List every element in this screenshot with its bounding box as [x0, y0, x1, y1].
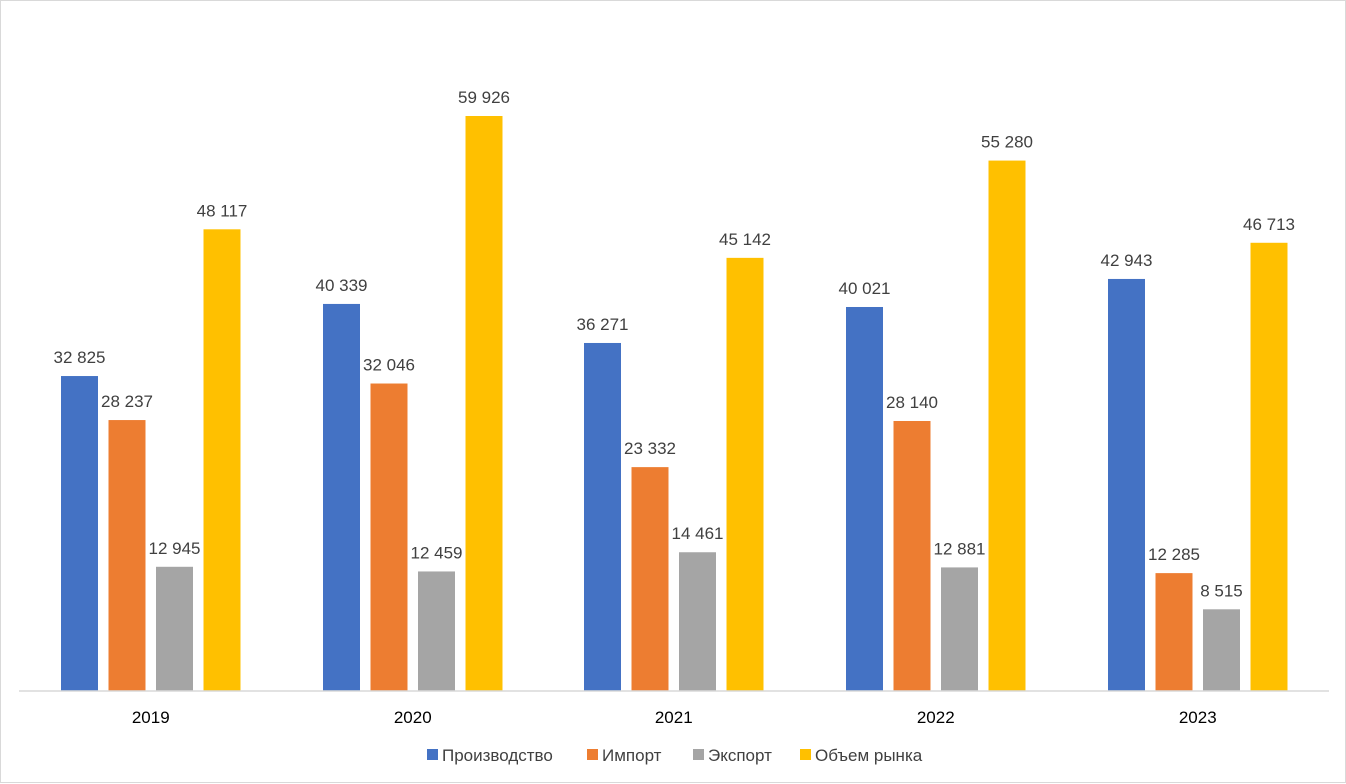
- data-label: 55 280: [981, 133, 1033, 152]
- data-label: 32 825: [54, 348, 106, 367]
- legend-label: Экспорт: [708, 746, 772, 765]
- bar-2022-1: [846, 306, 883, 691]
- bar-2021-4: [726, 257, 764, 691]
- legend-item: Экспорт: [693, 746, 772, 765]
- x-tick-label: 2021: [655, 708, 693, 727]
- bars-layer: [61, 116, 1288, 691]
- data-label: 23 332: [624, 439, 676, 458]
- bar-2023-3: [1203, 609, 1240, 691]
- data-label: 46 713: [1243, 215, 1295, 234]
- bar-2023-1: [1108, 278, 1145, 691]
- data-label: 40 339: [316, 276, 368, 295]
- data-label: 48 117: [197, 201, 248, 220]
- bar-2021-1: [584, 342, 621, 691]
- x-tick-label: 2019: [132, 708, 170, 727]
- data-label: 40 021: [839, 279, 891, 298]
- data-label: 59 926: [458, 88, 510, 107]
- legend-swatch: [693, 749, 704, 760]
- bar-2019-1: [61, 376, 98, 691]
- x-tick-labels: 2019 2020 2021 2022 2023: [132, 708, 1217, 727]
- data-label: 12 459: [411, 543, 463, 562]
- data-label: 28 237: [101, 392, 153, 411]
- data-label: 42 943: [1101, 251, 1153, 270]
- x-tick-label: 2022: [917, 708, 955, 727]
- legend-label: Импорт: [602, 746, 662, 765]
- data-label: 32 046: [363, 356, 415, 375]
- bar-2023-2: [1155, 573, 1193, 691]
- bar-2021-3: [679, 552, 716, 691]
- bar-2020-3: [418, 571, 455, 691]
- bar-2020-4: [465, 116, 503, 691]
- data-label: 28 140: [886, 393, 938, 412]
- legend-label: Производство: [442, 746, 553, 765]
- x-tick-label: 2023: [1179, 708, 1217, 727]
- bar-2022-4: [988, 160, 1026, 691]
- bar-2019-2: [108, 420, 146, 691]
- data-labels-layer: 32 825 28 237 12 945 48 117 40 339 32 046 12 4…: [54, 88, 1296, 600]
- bar-2023-4: [1250, 242, 1288, 691]
- bar-2020-1: [323, 303, 360, 691]
- bar-2021-2: [631, 467, 669, 691]
- legend-label: Объем рынка: [815, 746, 923, 765]
- legend-item: Импорт: [587, 746, 662, 765]
- data-label: 8 515: [1200, 581, 1243, 600]
- data-label: 12 881: [934, 539, 986, 558]
- data-label: 12 945: [149, 539, 201, 558]
- legend-item: Объем рынка: [800, 746, 923, 765]
- legend-swatch: [587, 749, 598, 760]
- legend: Производство Импорт Экспорт Объем рынка: [427, 746, 923, 765]
- legend-swatch: [427, 749, 438, 760]
- data-label: 12 285: [1148, 545, 1200, 564]
- data-label: 36 271: [577, 315, 629, 334]
- legend-item: Производство: [427, 746, 553, 765]
- x-tick-label: 2020: [394, 708, 432, 727]
- bar-2022-2: [893, 420, 931, 691]
- legend-swatch: [800, 749, 811, 760]
- data-label: 45 142: [719, 230, 771, 249]
- bar-2019-3: [156, 566, 193, 691]
- bar-2020-2: [370, 383, 408, 691]
- data-label: 14 461: [672, 524, 724, 543]
- bar-2022-3: [941, 567, 978, 691]
- bar-2019-4: [203, 229, 241, 691]
